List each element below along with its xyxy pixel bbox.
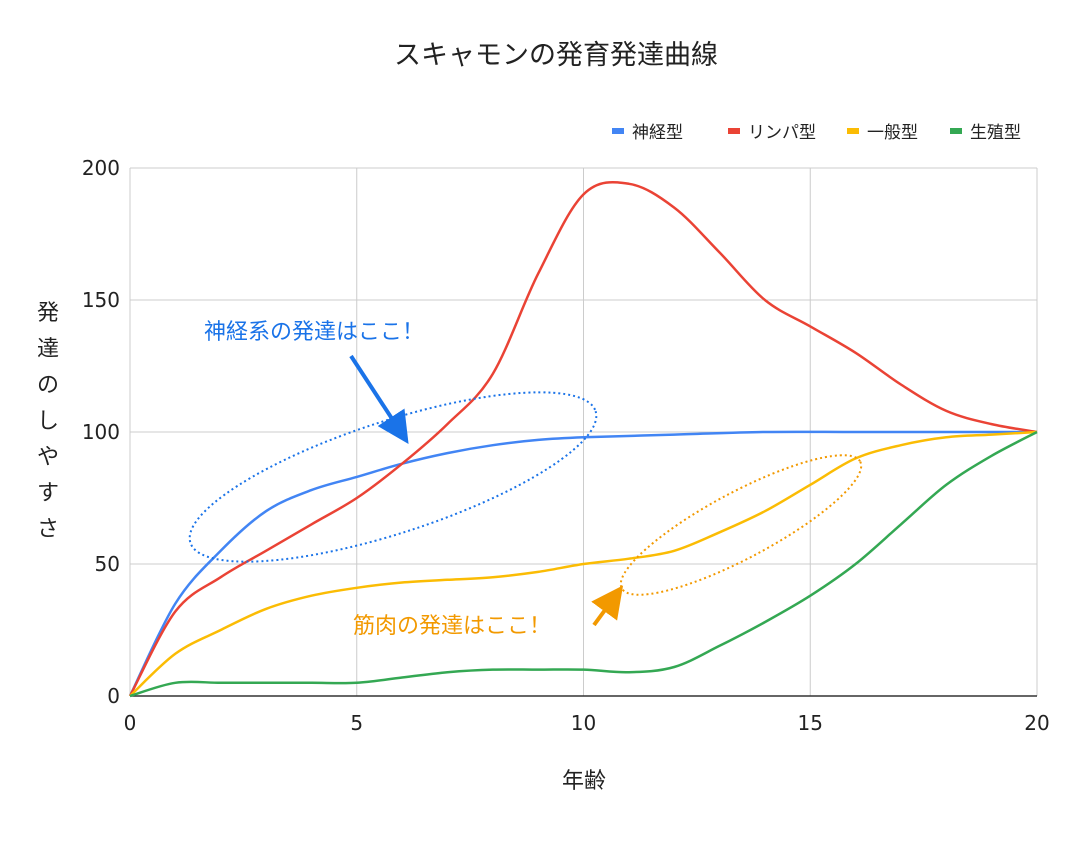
legend-label: リンパ型 <box>748 123 816 143</box>
x-tick-label: 5 <box>350 711 363 735</box>
x-tick-label: 0 <box>124 711 137 735</box>
legend-label: 生殖型 <box>970 123 1021 143</box>
chart-title: スキャモンの発育発達曲線 <box>394 40 718 71</box>
series-line-4 <box>129 430 1038 698</box>
legend-swatch <box>728 128 740 134</box>
annotation-arrow-muscle <box>591 585 624 627</box>
legend-item-1: 神経型 <box>612 123 683 143</box>
legend-swatch <box>950 128 962 134</box>
y-axis-label-char: 達 <box>37 337 59 362</box>
y-axis-label-char: の <box>37 373 59 398</box>
x-tick-label: 15 <box>798 711 823 735</box>
y-tick-label: 100 <box>82 420 120 444</box>
x-axis-ticks: 0 5 10 15 20 <box>124 711 1050 735</box>
legend-item-2: リンパ型 <box>728 123 816 143</box>
y-tick-label: 50 <box>95 552 120 576</box>
annotation-ellipse-muscle <box>619 454 863 596</box>
legend-label: 神経型 <box>632 123 683 143</box>
series-line-2 <box>128 180 1038 697</box>
annotation-ellipse-nervous <box>188 391 598 563</box>
annotation-text-muscle: 筋肉の発達はここ！ <box>353 614 551 639</box>
y-axis-label-char: し <box>37 409 59 434</box>
series-lines <box>128 180 1038 698</box>
y-tick-label: 150 <box>82 288 120 312</box>
x-axis-label: 年齢 <box>562 769 606 794</box>
legend-item-3: 一般型 <box>847 123 918 143</box>
series-line-3 <box>129 430 1038 697</box>
legend-swatch <box>847 128 859 134</box>
y-axis-label-char: さ <box>37 517 59 542</box>
y-axis-label-char: や <box>37 445 59 470</box>
x-tick-label: 20 <box>1024 711 1049 735</box>
x-tick-label: 10 <box>571 711 596 735</box>
legend-item-4: 生殖型 <box>950 123 1021 143</box>
y-axis-label-char: す <box>37 481 59 506</box>
annotation-arrow-nervous <box>349 354 409 445</box>
y-axis-ticks: 0 50 100 150 200 <box>82 156 120 708</box>
series-line-1 <box>128 430 1037 697</box>
legend: 神経型 リンパ型 一般型 生殖型 <box>612 123 1021 143</box>
legend-label: 一般型 <box>867 123 918 143</box>
annotations: 神経系の発達はここ！ 筋肉の発達はここ！ <box>188 320 863 639</box>
y-tick-label: 0 <box>107 684 120 708</box>
legend-swatch <box>612 128 624 134</box>
y-tick-label: 200 <box>82 156 120 180</box>
annotation-text-nervous: 神経系の発達はここ！ <box>204 320 424 345</box>
y-axis-label-char: 発 <box>37 301 59 326</box>
